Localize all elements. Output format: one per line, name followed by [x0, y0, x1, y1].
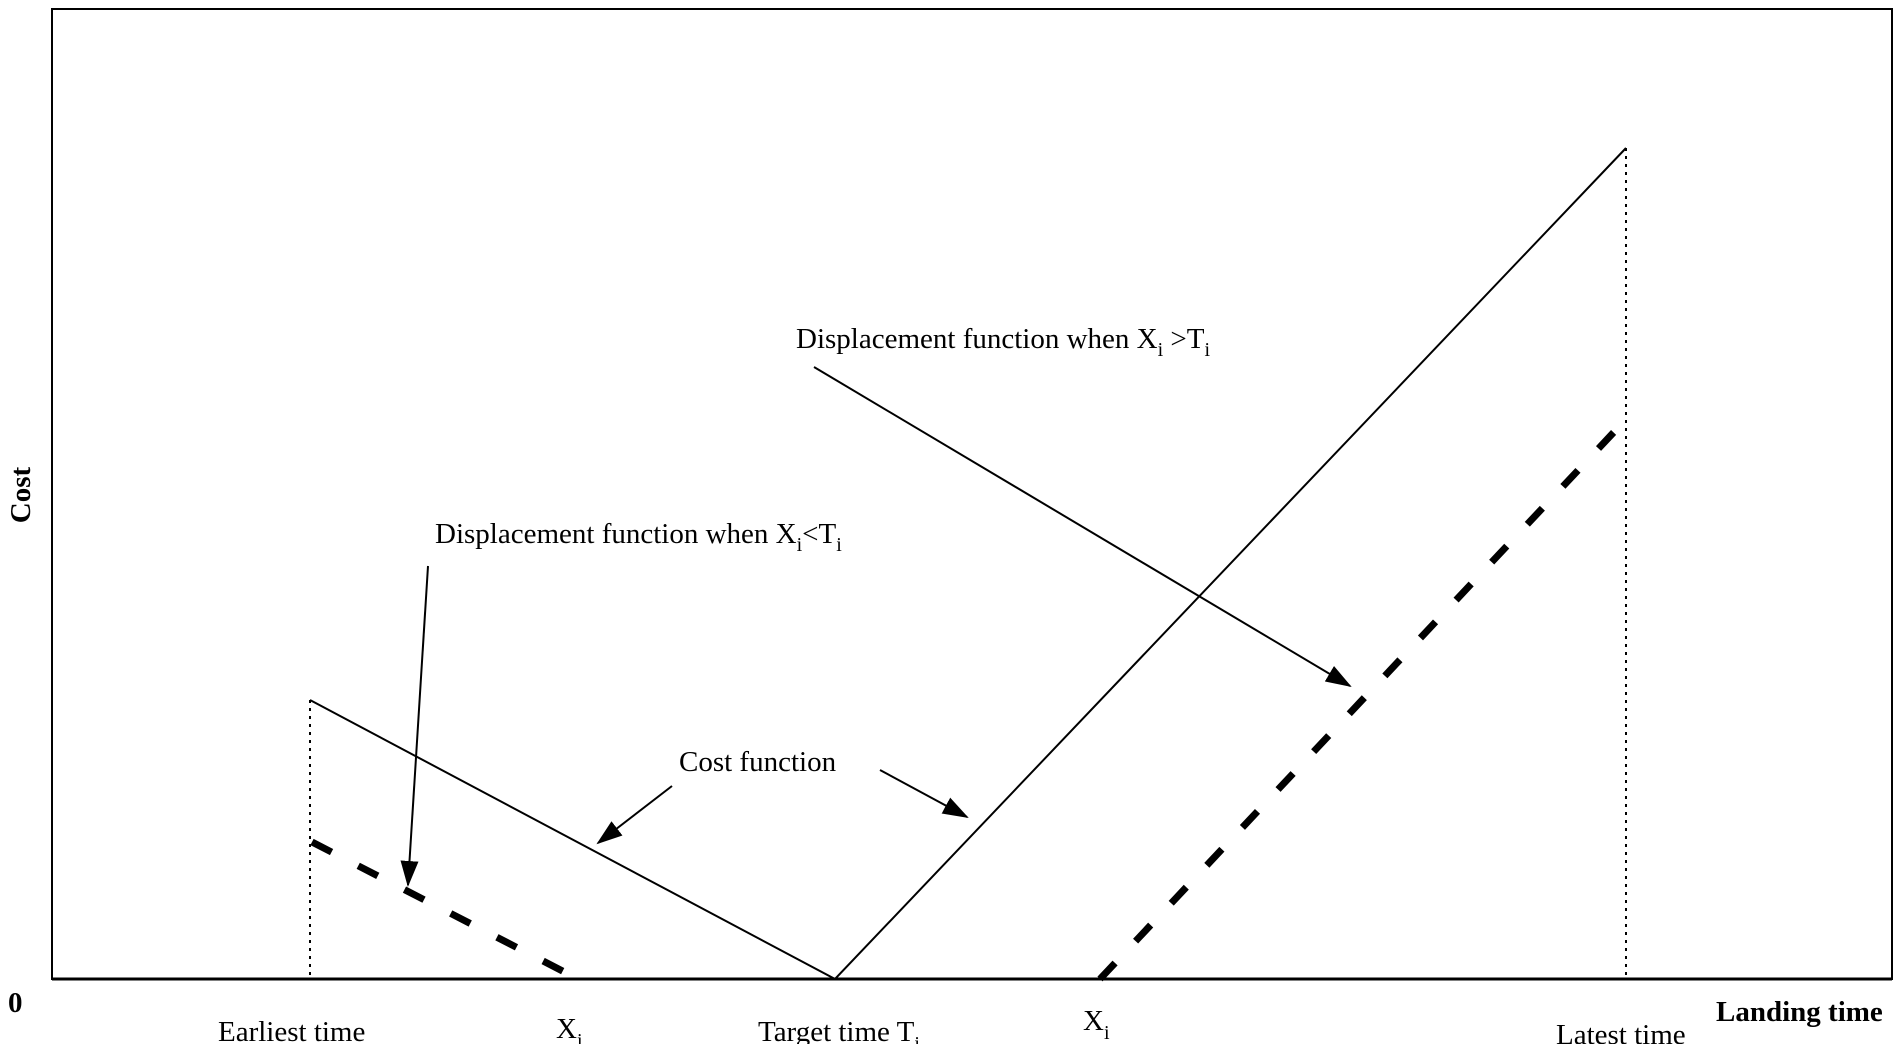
y-axis-label: Cost — [5, 466, 37, 523]
arrow-disp-early — [400, 565, 429, 887]
tick-x-left: Xi — [556, 1013, 583, 1044]
arrow-cost-right — [879, 769, 969, 818]
tick-target-main: Target time T — [758, 1016, 915, 1044]
arrow-cost-left — [596, 785, 673, 845]
tick-earliest-time: Earliest time — [218, 1016, 365, 1044]
tick-x-right-sub: i — [1104, 1022, 1110, 1044]
plot-frame — [51, 8, 1893, 980]
tick-target-time: Target time Ti — [758, 1016, 920, 1044]
annotation-disp-late-sub2: i — [1204, 339, 1210, 361]
annotation-cost-function: Cost function — [679, 746, 837, 778]
tick-latest-time: Latest time — [1556, 1019, 1686, 1044]
annotation-disp-early-mid: <T — [802, 518, 836, 550]
displacement-line-early — [310, 838, 580, 983]
cost-function-line — [309, 147, 1627, 981]
annotation-disp-late-mid: >T — [1163, 323, 1205, 355]
tick-x-left-main: X — [556, 1013, 577, 1044]
tick-x-left-sub: i — [577, 1030, 583, 1044]
annotation-disp-late: Displacement function when Xi >Ti — [796, 323, 1210, 361]
annotation-disp-early-sub1: i — [797, 534, 803, 556]
annotation-disp-early-prefix: Displacement function when X — [435, 518, 797, 550]
annotation-disp-late-sub1: i — [1158, 339, 1164, 361]
arrow-disp-late — [813, 366, 1352, 688]
tick-target-sub: i — [914, 1033, 920, 1044]
annotation-disp-early: Displacement function when Xi<Ti — [435, 518, 842, 556]
displacement-line-late — [1097, 429, 1617, 982]
tick-x-right: Xi — [1083, 1005, 1110, 1044]
annotation-disp-early-sub2: i — [836, 534, 842, 556]
annotation-disp-late-prefix: Displacement function when X — [796, 323, 1158, 355]
origin-label: 0 — [8, 987, 23, 1019]
x-axis-label: Landing time — [1716, 996, 1883, 1028]
tick-x-right-main: X — [1083, 1005, 1104, 1037]
